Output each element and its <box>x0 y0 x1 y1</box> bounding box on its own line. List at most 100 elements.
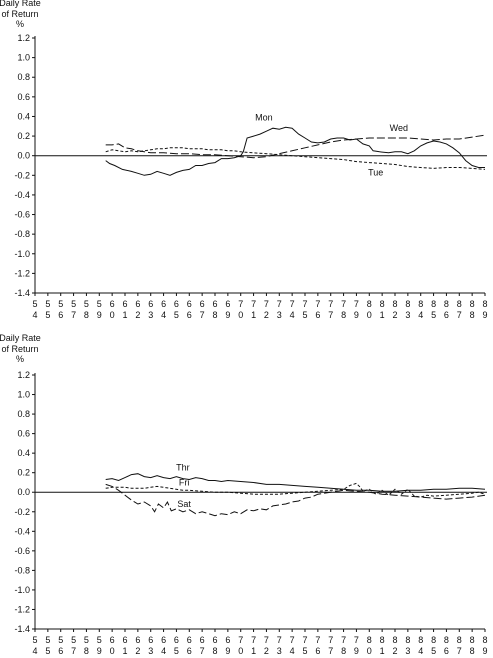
x-tick-label-bottom: 4 <box>290 310 295 320</box>
x-tick-label-top: 6 <box>174 299 179 309</box>
x-tick-label-top: 5 <box>58 299 63 309</box>
x-tick-label-top: 5 <box>97 635 102 645</box>
x-tick-label-top: 6 <box>225 635 230 645</box>
x-tick-label-bottom: 5 <box>45 310 50 320</box>
x-tick-label-bottom: 7 <box>328 646 333 656</box>
x-tick-label-bottom: 1 <box>380 310 385 320</box>
x-tick-label-top: 7 <box>328 299 333 309</box>
x-tick-label-bottom: 1 <box>122 310 127 320</box>
x-tick-label-bottom: 0 <box>110 646 115 656</box>
x-tick-label-top: 7 <box>277 635 282 645</box>
x-tick-label-top: 7 <box>264 635 269 645</box>
y-tick-label: 0.0 <box>17 487 30 497</box>
x-tick-label-top: 8 <box>470 299 475 309</box>
x-tick-label-bottom: 5 <box>431 310 436 320</box>
y-axis-label-line: of Return <box>1 344 38 354</box>
series-line-tue <box>105 147 486 170</box>
x-tick-label-top: 8 <box>367 635 372 645</box>
series-line-wed <box>105 134 486 159</box>
x-tick-label-bottom: 8 <box>212 646 217 656</box>
y-tick-label: -1.4 <box>14 288 30 298</box>
x-tick-label-top: 8 <box>367 299 372 309</box>
x-tick-label-top: 8 <box>457 299 462 309</box>
x-tick-label-top: 8 <box>405 299 410 309</box>
y-tick-label: -0.8 <box>14 229 30 239</box>
y-tick-label: 0.4 <box>17 448 30 458</box>
x-tick-label-bottom: 6 <box>315 646 320 656</box>
x-tick-label-top: 6 <box>187 635 192 645</box>
x-tick-label-top: 7 <box>251 299 256 309</box>
x-tick-label-top: 6 <box>200 299 205 309</box>
x-tick-label-bottom: 7 <box>71 310 76 320</box>
x-tick-label-top: 8 <box>482 635 487 645</box>
series-line-sat <box>105 483 486 517</box>
x-tick-label-top: 6 <box>161 299 166 309</box>
x-tick-label-top: 8 <box>380 299 385 309</box>
x-tick-label-top: 6 <box>212 299 217 309</box>
x-tick-label-bottom: 6 <box>58 310 63 320</box>
x-tick-label-bottom: 8 <box>212 310 217 320</box>
x-tick-label-bottom: 4 <box>418 310 423 320</box>
x-tick-label-bottom: 9 <box>482 310 487 320</box>
x-tick-label-bottom: 7 <box>200 310 205 320</box>
x-tick-label-top: 7 <box>354 299 359 309</box>
x-tick-label-top: 6 <box>212 635 217 645</box>
series-line-mon <box>105 126 485 176</box>
x-tick-label-bottom: 6 <box>187 646 192 656</box>
x-tick-label-top: 6 <box>135 635 140 645</box>
x-tick-label-bottom: 3 <box>148 646 153 656</box>
x-tick-label-top: 7 <box>302 299 307 309</box>
x-tick-label-top: 6 <box>148 299 153 309</box>
x-tick-label-bottom: 7 <box>457 646 462 656</box>
x-tick-label-bottom: 8 <box>84 646 89 656</box>
y-axis-label-line: of Return <box>1 9 38 19</box>
y-tick-label: -1.2 <box>14 604 30 614</box>
x-tick-label-bottom: 9 <box>225 310 230 320</box>
x-tick-label-top: 7 <box>264 299 269 309</box>
y-tick-label: 0.4 <box>17 111 30 121</box>
x-tick-label-bottom: 5 <box>174 646 179 656</box>
x-tick-label-top: 8 <box>392 635 397 645</box>
series-label-tue: Tue <box>368 167 383 177</box>
x-tick-label-bottom: 9 <box>354 310 359 320</box>
x-tick-label-bottom: 6 <box>444 310 449 320</box>
y-tick-label: -0.2 <box>14 507 30 517</box>
x-tick-label-top: 7 <box>354 635 359 645</box>
x-tick-label-bottom: 0 <box>367 646 372 656</box>
x-tick-label-top: 6 <box>110 635 115 645</box>
x-tick-label-bottom: 0 <box>238 310 243 320</box>
x-tick-label-top: 7 <box>328 635 333 645</box>
y-tick-label: 0.0 <box>17 151 30 161</box>
x-tick-label-bottom: 1 <box>380 646 385 656</box>
x-tick-label-top: 5 <box>32 635 37 645</box>
x-tick-label-bottom: 6 <box>58 646 63 656</box>
y-tick-label: 0.8 <box>17 409 30 419</box>
x-tick-label-bottom: 2 <box>135 646 140 656</box>
x-tick-label-top: 8 <box>482 299 487 309</box>
y-axis-label-line: Daily Rate <box>0 333 41 343</box>
x-tick-label-bottom: 6 <box>315 310 320 320</box>
y-tick-label: 1.2 <box>17 33 30 43</box>
x-tick-label-top: 7 <box>290 299 295 309</box>
x-tick-label-top: 7 <box>251 635 256 645</box>
x-tick-label-bottom: 8 <box>341 646 346 656</box>
y-tick-label: -1.0 <box>14 249 30 259</box>
y-tick-label: 0.2 <box>17 468 30 478</box>
series-label-mon: Mon <box>255 112 273 122</box>
x-tick-label-bottom: 3 <box>277 646 282 656</box>
x-tick-label-top: 8 <box>431 635 436 645</box>
y-tick-label: 1.0 <box>17 390 30 400</box>
y-tick-label: -0.2 <box>14 170 30 180</box>
x-tick-label-bottom: 3 <box>277 310 282 320</box>
x-tick-label-top: 6 <box>135 299 140 309</box>
x-tick-label-bottom: 3 <box>405 646 410 656</box>
y-tick-label: -0.6 <box>14 546 30 556</box>
x-tick-label-top: 8 <box>392 299 397 309</box>
x-tick-label-top: 7 <box>315 299 320 309</box>
x-tick-label-bottom: 4 <box>161 646 166 656</box>
x-tick-label-top: 7 <box>341 635 346 645</box>
x-tick-label-bottom: 1 <box>122 646 127 656</box>
